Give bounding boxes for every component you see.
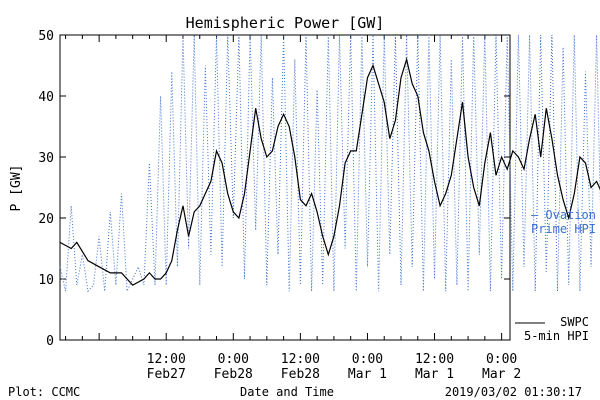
x-tick-date-label: Mar 1 <box>348 367 387 382</box>
x-tick-time-label: 12:00 <box>415 352 454 367</box>
x-tick-date-label: Feb28 <box>281 367 320 382</box>
y-tick-label: 20 <box>38 212 54 227</box>
x-tick-time-label: 0:00 <box>486 352 517 367</box>
series-line-swpc <box>59 57 600 286</box>
y-tick-label: 10 <box>38 273 54 288</box>
y-tick-label: 30 <box>38 151 54 166</box>
x-tick-date-label: Feb28 <box>214 367 253 382</box>
series-layer <box>59 34 600 293</box>
x-tick-time-label: 0:00 <box>352 352 383 367</box>
x-tick-date-label: Mar 2 <box>482 367 521 382</box>
legend-swpc-line1: SWPC <box>560 315 589 329</box>
chart-title: Hemispheric Power [GW] <box>186 14 385 32</box>
y-tick-label: 40 <box>38 90 54 105</box>
plot-credit: Plot: CCMC <box>8 385 80 399</box>
x-axis-label: Date and Time <box>240 385 334 399</box>
x-tick-time-label: 12:00 <box>281 352 320 367</box>
plot-timestamp: 2019/03/02 01:30:17 <box>445 385 582 399</box>
y-axis-label: P [GW] <box>9 165 24 212</box>
series-line-ovation <box>59 34 600 293</box>
x-tick-time-label: 12:00 <box>147 352 186 367</box>
y-tick-label: 50 <box>38 29 54 44</box>
legend-ovation-line2: Prime HPI <box>531 222 596 236</box>
legend-ovation-line1: — Ovation <box>531 208 596 222</box>
x-tick-date-label: Mar 1 <box>415 367 454 382</box>
y-axis-ticks: 0 10 20 30 40 50 <box>38 29 510 349</box>
plot-frame <box>59 34 511 341</box>
legend-swpc-line2: 5-min HPI <box>524 329 589 343</box>
y-tick-label: 0 <box>46 334 54 349</box>
x-tick-date-label: Feb27 <box>147 367 186 382</box>
x-tick-time-label: 0:00 <box>218 352 249 367</box>
